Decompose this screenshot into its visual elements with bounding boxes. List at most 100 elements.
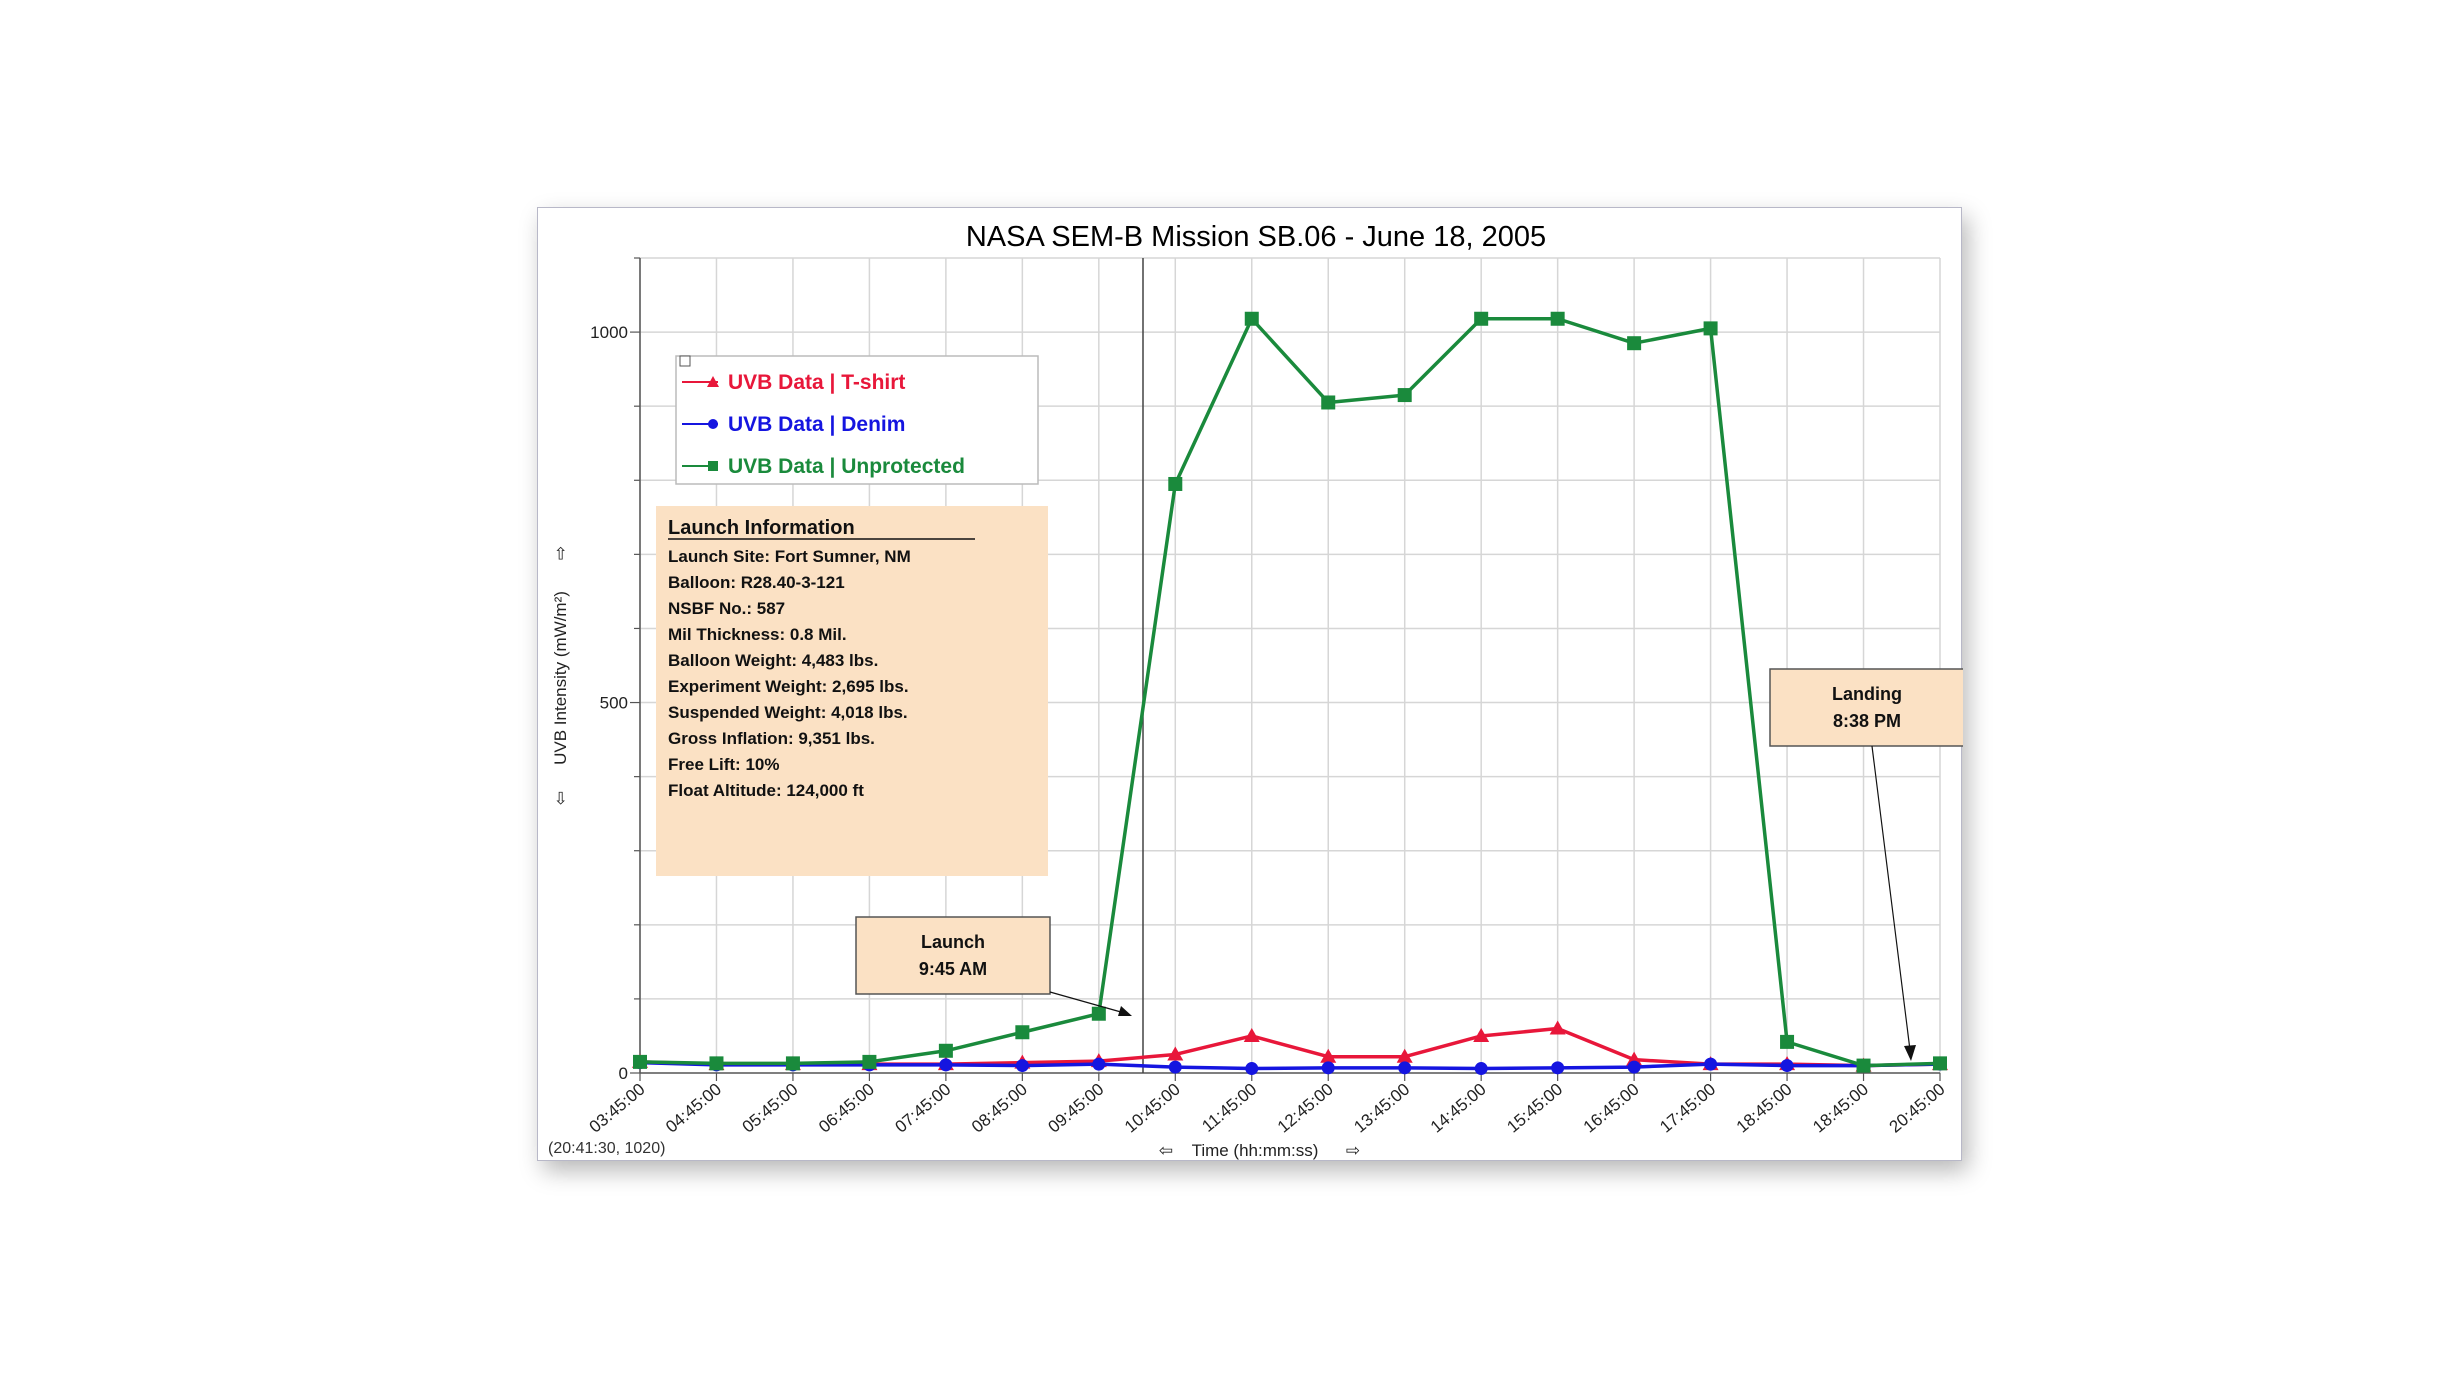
data-point-marker bbox=[1168, 1060, 1182, 1074]
legend-marker bbox=[708, 461, 718, 471]
launch-information-line: Balloon: R28.40-3-121 bbox=[668, 573, 845, 592]
data-point-marker bbox=[1167, 1046, 1184, 1061]
legend-box bbox=[675, 355, 1039, 485]
launch-information-title: Launch Information bbox=[668, 517, 855, 539]
x-tick-label: 18:45:00 bbox=[1809, 1080, 1872, 1137]
data-point-marker bbox=[1549, 1020, 1566, 1035]
x-tick-label: 07:45:00 bbox=[892, 1080, 955, 1137]
data-point-marker bbox=[709, 1056, 724, 1071]
series-line bbox=[639, 1026, 1941, 1068]
landing-callout-arrowhead bbox=[1904, 1045, 1916, 1061]
data-point-marker bbox=[1397, 388, 1412, 403]
data-point-marker bbox=[1015, 1059, 1029, 1073]
data-point-marker bbox=[1091, 1006, 1106, 1021]
chart-frame: NASA SEM-B Mission SB.06 - June 18, 2005… bbox=[537, 207, 1963, 1161]
x-tick-label: 10:45:00 bbox=[1121, 1080, 1184, 1137]
x-tick-label: 06:45:00 bbox=[815, 1080, 878, 1137]
landing-callout-box bbox=[1769, 668, 1963, 747]
uvb-line-chart: NASA SEM-B Mission SB.06 - June 18, 2005… bbox=[548, 221, 1963, 1160]
data-point-marker bbox=[938, 1043, 953, 1058]
annotation-layer: UVB Data | T-shirt UVB Data | Denim UVB Da… bbox=[656, 355, 1963, 1061]
data-point-marker bbox=[1551, 1061, 1565, 1075]
launch-callout-title: Launch bbox=[921, 932, 985, 952]
x-tick-label: 05:45:00 bbox=[739, 1080, 802, 1137]
x-axis-label: Time (hh:mm:ss) bbox=[1192, 1141, 1319, 1160]
x-tick-label: 03:45:00 bbox=[586, 1080, 649, 1137]
legend-entry: UVB Data | Unprotected bbox=[728, 455, 965, 478]
launch-callout-arrow-line bbox=[1049, 991, 1129, 1015]
x-tick-label: 18:45:00 bbox=[1733, 1080, 1796, 1137]
launch-information-line: Balloon Weight: 4,483 lbs. bbox=[668, 651, 878, 670]
x-tick-label: 20:45:00 bbox=[1886, 1080, 1949, 1137]
launch-information-background bbox=[656, 506, 1048, 876]
x-tick-label: 13:45:00 bbox=[1350, 1080, 1413, 1137]
launch-information-line: NSBF No.: 587 bbox=[668, 599, 785, 618]
series-layer bbox=[632, 311, 1948, 1076]
chart-title: NASA SEM-B Mission SB.06 - June 18, 2005 bbox=[966, 221, 1546, 253]
y-axis-label: UVB Intensity (mW/m²) bbox=[551, 591, 570, 765]
y-tick-label: 1000 bbox=[590, 323, 628, 342]
x-tick-label: 09:45:00 bbox=[1044, 1080, 1107, 1137]
legend-close-icon bbox=[679, 355, 691, 367]
launch-information-line: Free Lift: 10% bbox=[668, 755, 779, 774]
launch-callout-time: 9:45 AM bbox=[919, 959, 987, 979]
data-point-marker bbox=[1627, 1060, 1641, 1074]
data-point-marker bbox=[1704, 1057, 1718, 1071]
data-point-marker bbox=[633, 1054, 647, 1069]
launch-information-box: Launch Information Launch Site: Fort Sumn… bbox=[656, 506, 1048, 876]
data-point-marker bbox=[1245, 1062, 1259, 1076]
launch-information-line: Experiment Weight: 2,695 lbs. bbox=[668, 677, 909, 696]
series-line bbox=[639, 317, 1941, 1068]
launch-information-line: Gross Inflation: 9,351 lbs. bbox=[668, 729, 875, 748]
data-point-marker bbox=[1320, 1048, 1337, 1063]
data-point-marker bbox=[1398, 1061, 1412, 1075]
x-tick-label: 08:45:00 bbox=[968, 1080, 1031, 1137]
data-point-marker bbox=[1243, 1027, 1260, 1042]
y-tick-label: 0 bbox=[619, 1064, 628, 1083]
landing-callout-title: Landing bbox=[1832, 684, 1902, 704]
launch-information-line: Float Altitude: 124,000 ft bbox=[668, 781, 864, 800]
data-point-marker bbox=[862, 1054, 877, 1069]
scroll-right-arrow-icon[interactable]: ⇨ bbox=[1346, 1141, 1360, 1160]
x-tick-label: 17:45:00 bbox=[1656, 1080, 1719, 1137]
data-point-marker bbox=[1780, 1034, 1795, 1049]
x-tick-label: 11:45:00 bbox=[1198, 1080, 1260, 1136]
data-point-marker bbox=[1550, 311, 1565, 326]
landing-callout-time: 8:38 PM bbox=[1833, 711, 1901, 731]
data-point-marker bbox=[1627, 336, 1642, 351]
landing-callout-arrow-line bbox=[1871, 745, 1911, 1051]
data-point-marker bbox=[1473, 1027, 1490, 1042]
data-point-marker bbox=[1396, 1048, 1413, 1063]
launch-information-line: Mil Thickness: 0.8 Mil. bbox=[668, 625, 847, 644]
legend-marker bbox=[708, 419, 718, 429]
launch-callout: Launch 9:45 AM bbox=[855, 916, 1132, 1016]
x-tick-label: 12:45:00 bbox=[1274, 1080, 1337, 1137]
scroll-up-arrow-icon[interactable]: ⇨ bbox=[551, 546, 570, 560]
scroll-left-arrow-icon[interactable]: ⇦ bbox=[1159, 1141, 1173, 1160]
data-point-marker bbox=[1244, 311, 1259, 326]
data-point-marker bbox=[1321, 395, 1336, 410]
x-tick-label: 15:45:00 bbox=[1503, 1080, 1566, 1137]
legend-entry: UVB Data | Denim bbox=[728, 413, 905, 436]
x-tick-label: 04:45:00 bbox=[662, 1080, 725, 1137]
data-point-marker bbox=[1780, 1059, 1794, 1073]
data-point-marker bbox=[1168, 476, 1183, 491]
x-tick-label: 16:45:00 bbox=[1580, 1080, 1643, 1137]
data-point-marker bbox=[1856, 1058, 1871, 1073]
data-point-marker bbox=[785, 1056, 800, 1071]
x-tick-label: 14:45:00 bbox=[1427, 1080, 1490, 1137]
data-point-marker bbox=[1933, 1056, 1947, 1071]
landing-callout: Landing 8:38 PM bbox=[1769, 668, 1963, 1061]
cursor-coordinate-readout: (20:41:30, 1020) bbox=[548, 1140, 665, 1157]
data-point-marker bbox=[1015, 1025, 1030, 1040]
launch-information-line: Launch Site: Fort Sumner, NM bbox=[668, 547, 911, 566]
y-tick-label: 500 bbox=[600, 694, 628, 713]
launch-information-line: Suspended Weight: 4,018 lbs. bbox=[668, 703, 908, 722]
data-point-marker bbox=[939, 1058, 953, 1072]
series-line bbox=[639, 1060, 1941, 1071]
launch-callout-arrowhead bbox=[1118, 1006, 1132, 1016]
data-point-marker bbox=[1703, 321, 1718, 336]
legend-marker bbox=[707, 376, 719, 387]
scroll-down-arrow-icon[interactable]: ⇦ bbox=[551, 791, 570, 805]
data-point-marker bbox=[1321, 1061, 1335, 1075]
